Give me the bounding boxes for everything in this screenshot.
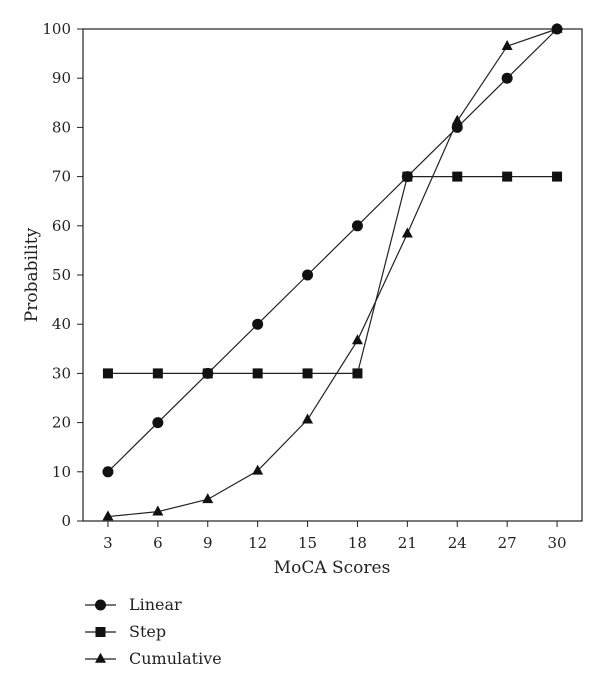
data-point-step bbox=[502, 171, 513, 182]
data-point-step bbox=[202, 368, 213, 379]
series-line-linear bbox=[107, 28, 558, 473]
data-point-step bbox=[402, 171, 413, 182]
data-point-cumulative bbox=[202, 493, 214, 504]
y-tick-label: 60 bbox=[52, 217, 71, 235]
data-point-linear bbox=[102, 466, 114, 478]
x-tick-label: 18 bbox=[348, 534, 367, 552]
data-point-step bbox=[302, 368, 313, 379]
data-point-linear bbox=[501, 72, 513, 84]
legend-label-linear: Linear bbox=[129, 595, 182, 614]
y-tick-label: 10 bbox=[52, 463, 71, 481]
y-tick-label: 80 bbox=[52, 118, 71, 136]
data-point-linear bbox=[351, 220, 363, 232]
x-tick-label: 3 bbox=[103, 534, 113, 552]
y-tick-label: 0 bbox=[61, 512, 71, 530]
legend-marker-step bbox=[95, 627, 106, 637]
data-point-linear bbox=[252, 318, 264, 330]
data-point-cumulative bbox=[102, 510, 114, 521]
x-tick-label: 9 bbox=[203, 534, 213, 552]
data-point-cumulative bbox=[302, 413, 314, 424]
x-axis-title: MoCA Scores bbox=[274, 558, 391, 578]
data-point-step bbox=[252, 368, 263, 379]
x-tick-label: 24 bbox=[448, 534, 467, 552]
x-tick-label: 30 bbox=[548, 534, 567, 552]
data-point-linear bbox=[152, 417, 164, 429]
data-point-step bbox=[102, 368, 113, 379]
legend-item-linear: Linear bbox=[85, 595, 182, 614]
y-tick-label: 90 bbox=[52, 69, 71, 87]
plot-area-frame bbox=[82, 28, 583, 522]
legend: Linear Step Cumulative bbox=[85, 595, 222, 668]
y-tick-label: 70 bbox=[52, 168, 71, 186]
x-tick-label: 15 bbox=[298, 534, 317, 552]
legend-marker-cumulative bbox=[95, 652, 106, 663]
y-tick-label: 40 bbox=[52, 315, 71, 333]
y-tick-label: 20 bbox=[52, 414, 71, 432]
legend-marker-linear bbox=[95, 599, 106, 611]
series-line-cumulative bbox=[107, 28, 558, 518]
data-point-cumulative bbox=[451, 114, 463, 125]
data-point-step bbox=[352, 368, 363, 379]
data-point-step bbox=[152, 368, 163, 379]
data-point-linear bbox=[302, 269, 314, 281]
data-point-cumulative bbox=[551, 22, 563, 33]
y-tick-label: 30 bbox=[52, 364, 71, 382]
x-tick-label: 27 bbox=[498, 534, 517, 552]
series-line-step bbox=[107, 176, 558, 374]
x-tick-label: 12 bbox=[248, 534, 267, 552]
y-tick-label: 100 bbox=[42, 20, 71, 38]
y-axis-title: Probability bbox=[22, 227, 42, 322]
data-point-step bbox=[552, 171, 563, 182]
data-point-cumulative bbox=[152, 505, 164, 516]
legend-item-cumulative: Cumulative bbox=[85, 649, 222, 668]
data-point-step bbox=[452, 171, 463, 182]
legend-label-step: Step bbox=[129, 622, 166, 641]
legend-item-step: Step bbox=[85, 622, 166, 641]
y-tick-label: 50 bbox=[52, 266, 71, 284]
data-point-cumulative bbox=[501, 40, 513, 51]
x-tick-label: 6 bbox=[153, 534, 163, 552]
legend-label-cumulative: Cumulative bbox=[129, 649, 222, 668]
data-point-cumulative bbox=[351, 334, 363, 345]
data-point-cumulative bbox=[252, 464, 264, 475]
x-tick-label: 21 bbox=[398, 534, 417, 552]
data-point-cumulative bbox=[401, 227, 413, 238]
